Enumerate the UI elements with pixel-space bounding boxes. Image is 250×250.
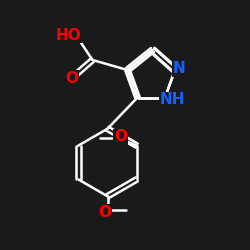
Text: O: O <box>65 71 78 86</box>
Text: O: O <box>98 205 112 220</box>
Text: NH: NH <box>160 92 185 108</box>
Text: HO: HO <box>56 28 82 42</box>
Text: O: O <box>114 130 127 144</box>
Text: N: N <box>172 61 185 76</box>
